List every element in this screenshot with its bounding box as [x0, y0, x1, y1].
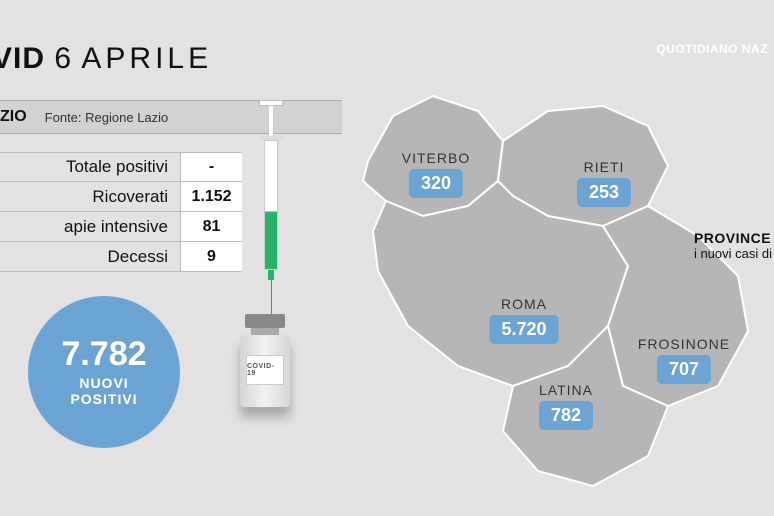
table-row: Decessi 9: [0, 242, 242, 272]
table-row: Ricoverati 1.152: [0, 182, 242, 212]
stat-label: Totale positivi: [66, 157, 168, 177]
syringe-icon: [256, 100, 286, 325]
vial-label: COVID-19: [246, 355, 284, 385]
highlight-label: NUOVI POSITIVI: [70, 375, 137, 407]
region-subheader: ZIO Fonte: Regione Lazio: [0, 100, 342, 134]
watermark-text: QUOTIDIANO NAZ: [656, 42, 768, 56]
stat-value: 9: [180, 242, 242, 271]
stat-label: apie intensive: [64, 217, 168, 237]
stat-label: Decessi: [108, 247, 168, 267]
title-day: 6: [54, 42, 72, 75]
title-prefix: VID: [0, 42, 45, 75]
highlight-circle: 7.782 NUOVI POSITIVI: [28, 296, 180, 448]
stat-label: Ricoverati: [92, 187, 168, 207]
page-title: VID 6 APRILE: [0, 42, 212, 76]
source-label: Fonte: Regione Lazio: [45, 110, 169, 125]
stats-table: Totale positivi - Ricoverati 1.152 apie …: [0, 152, 242, 272]
stat-value: 1.152: [180, 182, 242, 211]
province-header: PROVINCE i nuovi casi di: [694, 230, 772, 261]
stat-value: 81: [180, 212, 242, 241]
table-row: Totale positivi -: [0, 152, 242, 182]
stat-value: -: [180, 153, 242, 181]
lazio-map: [338, 66, 768, 496]
table-row: apie intensive 81: [0, 212, 242, 242]
highlight-value: 7.782: [61, 337, 146, 371]
region-name: ZIO: [0, 108, 27, 126]
title-month: APRILE: [81, 42, 212, 75]
vial-icon: COVID-19: [237, 314, 293, 414]
